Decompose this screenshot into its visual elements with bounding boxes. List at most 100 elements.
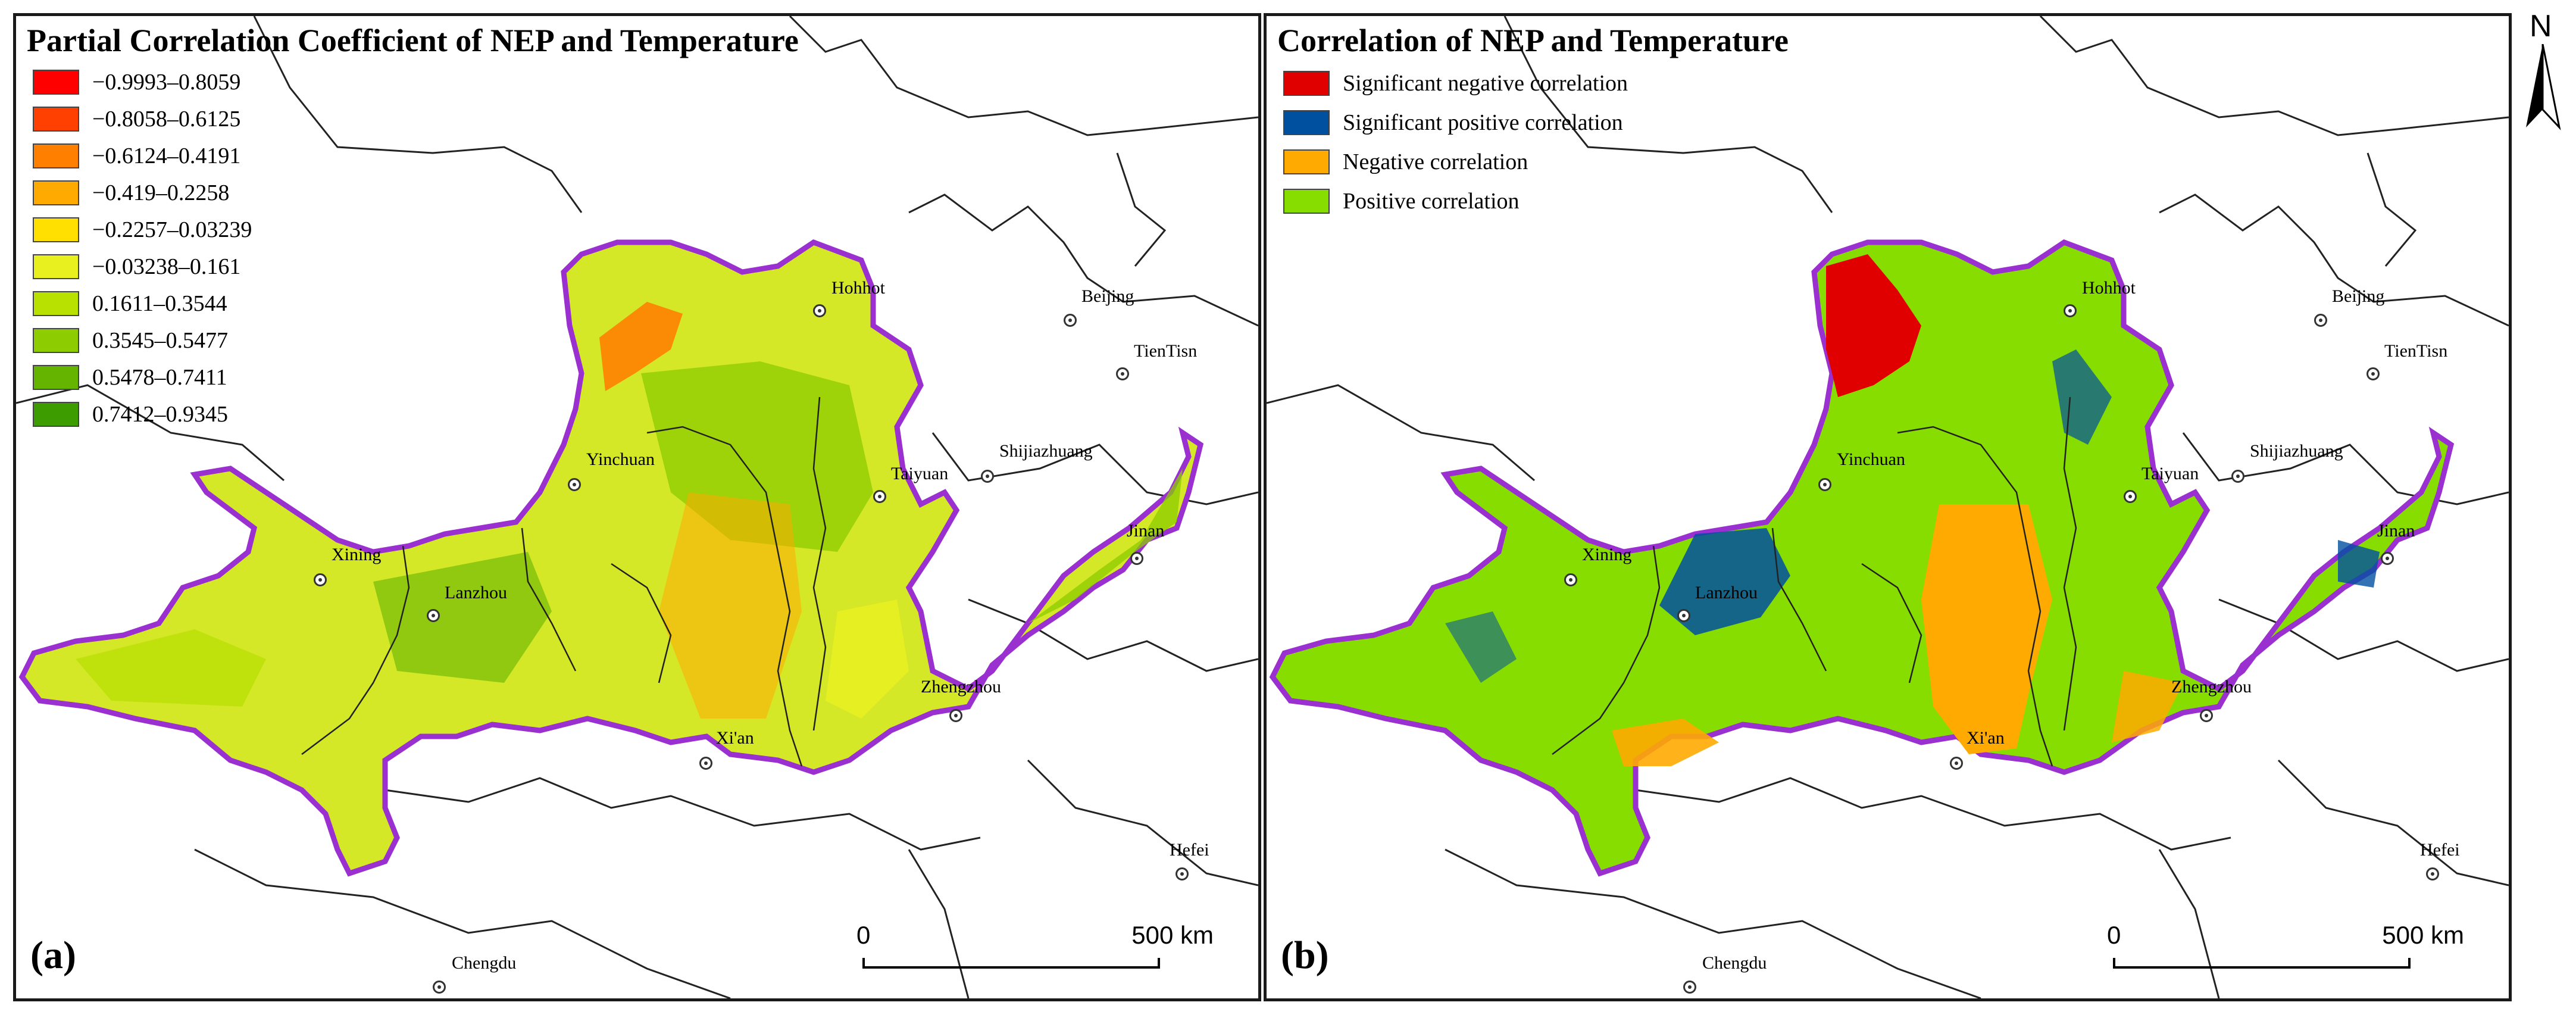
legend-label: 0.5478–0.7411 (92, 365, 227, 390)
city-marker (2426, 867, 2439, 881)
city-label: Taiyuan (2142, 464, 2199, 483)
legend-label: −0.2257–0.03239 (92, 217, 252, 242)
legend-a-item: −0.419–0.2258 (33, 174, 252, 211)
city-marker (2314, 314, 2327, 327)
legend-swatch (1283, 149, 1330, 174)
city-label: Zhengzhou (921, 677, 1001, 697)
city-marker (2381, 552, 2394, 565)
legend-swatch (33, 143, 79, 168)
city-label: Hohhot (831, 278, 885, 298)
city-label: Chengdu (452, 953, 517, 973)
city-label: Shijiazhuang (2250, 441, 2343, 461)
legend-b-item: Significant negative correlation (1283, 64, 1628, 103)
city-label: Chengdu (1702, 953, 1767, 973)
legend-swatch (1283, 71, 1330, 96)
scale-zero-label: 0 (856, 921, 871, 949)
province-boundaries (16, 16, 1258, 998)
city-label: Hefei (1170, 840, 1209, 860)
legend-b-item: Positive correlation (1283, 182, 1628, 221)
city-marker (1683, 981, 1696, 994)
panel-b-title: Correlation of NEP and Temperature (1277, 23, 1789, 58)
legend-label: −0.419–0.2258 (92, 180, 230, 205)
city-label: TienTisn (2384, 341, 2448, 361)
city-marker (2231, 470, 2244, 483)
legend-label: −0.8058–0.6125 (92, 107, 241, 132)
city-marker (1677, 609, 1690, 622)
legend-a-item: −0.9993–0.8059 (33, 64, 252, 101)
legend-swatch (33, 291, 79, 316)
legend-swatch (33, 107, 79, 132)
legend-a-item: 0.7412–0.9345 (33, 396, 252, 433)
city-marker (2064, 304, 2077, 317)
city-marker (1064, 314, 1077, 327)
legend-swatch (33, 254, 79, 279)
city-marker (568, 478, 581, 491)
legend-swatch (33, 70, 79, 95)
legend-a-item: −0.8058–0.6125 (33, 101, 252, 138)
city-label: Lanzhou (445, 583, 507, 602)
legend-b-item: Negative correlation (1283, 142, 1628, 182)
city-marker (873, 490, 886, 503)
legend-swatch (1283, 110, 1330, 135)
internal-boundaries (1552, 396, 2077, 767)
city-marker (314, 573, 327, 586)
legend-label: −0.9993–0.8059 (92, 70, 241, 95)
city-marker (1564, 573, 1577, 586)
city-marker (1116, 367, 1129, 380)
city-marker (949, 709, 962, 722)
scale-max-label: 500 km (1131, 921, 1214, 949)
legend-swatch (33, 217, 79, 242)
panel-a-legend: −0.9993–0.8059 −0.8058–0.6125 −0.6124–0.… (33, 64, 252, 433)
scale-bar: 0 500 km (856, 921, 1214, 969)
scale-bar-line (862, 958, 1160, 969)
legend-a-item: −0.03238–0.161 (33, 248, 252, 285)
legend-b-item: Significant positive correlation (1283, 103, 1628, 142)
panel-b-letter: (b) (1281, 933, 1329, 977)
city-label: Jinan (2377, 521, 2415, 541)
city-label: Lanzhou (1695, 583, 1758, 602)
legend-swatch (33, 180, 79, 205)
legend-a-item: −0.6124–0.4191 (33, 138, 252, 174)
legend-label: Significant negative correlation (1343, 71, 1628, 96)
city-label: Zhengzhou (2171, 677, 2252, 697)
legend-label: Negative correlation (1343, 149, 1528, 174)
map-panel-b: Correlation of NEP and Temperature Signi… (1264, 13, 2512, 1001)
city-label: Beijing (1081, 286, 1134, 306)
yellow-river-basin (18, 239, 1204, 877)
city-label: Xi'an (716, 728, 754, 748)
internal-boundaries (301, 396, 827, 767)
city-label: Taiyuan (891, 464, 949, 483)
city-marker (2366, 367, 2380, 380)
city-label: Yinchuan (1837, 449, 1905, 469)
legend-label: −0.6124–0.4191 (92, 143, 241, 168)
city-label: Jinan (1127, 521, 1165, 541)
panel-b-legend: Significant negative correlation Signifi… (1283, 64, 1628, 221)
province-boundaries (1267, 16, 2509, 998)
north-arrow: N (2519, 8, 2566, 133)
city-marker (2200, 709, 2213, 722)
map-panel-a: Partial Correlation Coefficient of NEP a… (13, 13, 1261, 1001)
map-a-canvas (16, 16, 1258, 998)
legend-swatch (33, 402, 79, 427)
legend-a-item: 0.3545–0.5477 (33, 322, 252, 359)
scale-bar-line (2113, 958, 2411, 969)
legend-label: 0.3545–0.5477 (92, 328, 228, 353)
legend-label: −0.03238–0.161 (92, 254, 241, 279)
panel-a-letter: (a) (30, 933, 76, 977)
legend-label: 0.1611–0.3544 (92, 291, 227, 316)
city-marker (1130, 552, 1143, 565)
legend-label: 0.7412–0.9345 (92, 402, 228, 427)
scale-zero-label: 0 (2107, 921, 2121, 949)
city-marker (1950, 757, 1963, 770)
panel-a-title: Partial Correlation Coefficient of NEP a… (27, 23, 799, 58)
city-marker (427, 609, 440, 622)
north-arrow-icon (2526, 44, 2561, 130)
legend-swatch (1283, 189, 1330, 214)
north-label: N (2530, 9, 2552, 43)
legend-swatch (33, 365, 79, 390)
city-marker (1176, 867, 1189, 881)
scale-max-label: 500 km (2382, 921, 2464, 949)
legend-a-item: 0.1611–0.3544 (33, 285, 252, 322)
city-marker (699, 757, 712, 770)
legend-a-item: 0.5478–0.7411 (33, 359, 252, 396)
